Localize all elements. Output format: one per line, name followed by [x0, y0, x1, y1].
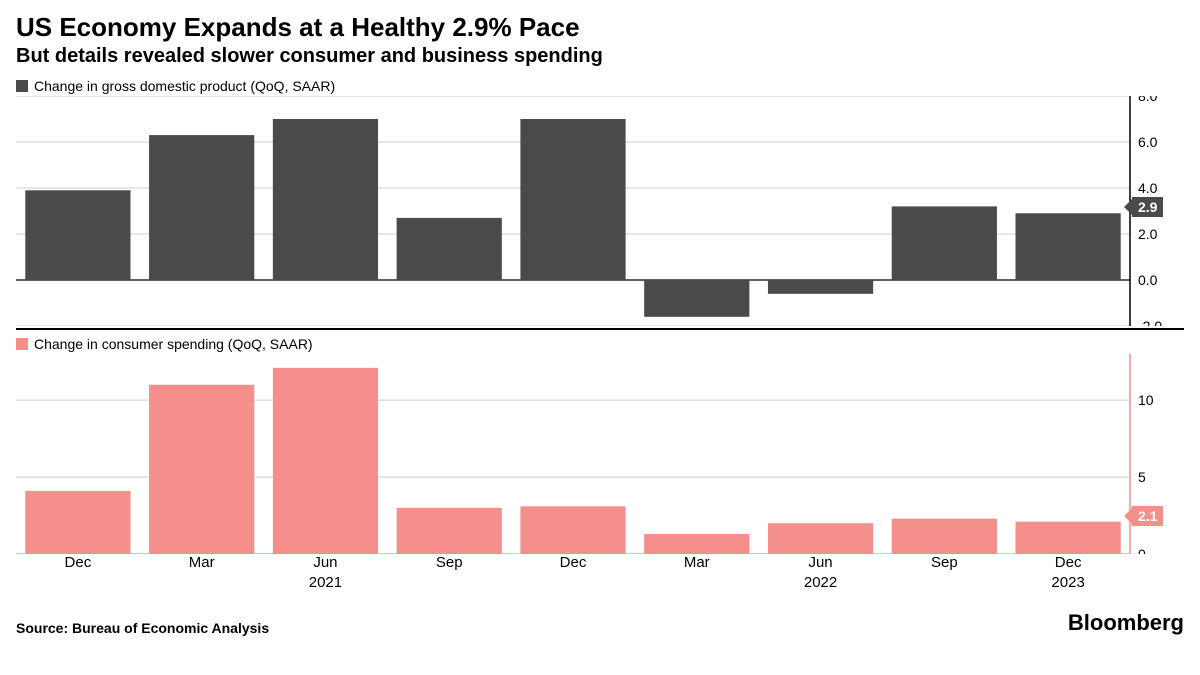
x-tick-label: Mar: [684, 554, 710, 571]
svg-text:6.0: 6.0: [1138, 134, 1158, 150]
x-tick-label: Jun: [808, 554, 832, 571]
chart-subtitle: But details revealed slower consumer and…: [16, 45, 1184, 68]
source-label: Source: Bureau of Economic Analysis: [16, 620, 269, 636]
x-tick-label: Dec: [560, 554, 587, 571]
x-year-label: 2021: [309, 574, 342, 591]
bar: [892, 519, 997, 554]
bar: [644, 280, 749, 317]
legend-swatch: [16, 338, 28, 350]
svg-text:10: 10: [1138, 392, 1154, 408]
bar: [520, 119, 625, 280]
bar: [520, 506, 625, 554]
x-year-label: 2022: [804, 574, 837, 591]
svg-text:-2.0: -2.0: [1138, 318, 1162, 326]
bar: [892, 206, 997, 280]
svg-text:5: 5: [1138, 469, 1146, 485]
chart-svg-consumer: 0 5 10: [16, 354, 1184, 554]
panel-divider: [16, 328, 1184, 330]
x-tick-label: Dec: [65, 554, 92, 571]
bar: [397, 508, 502, 554]
bar: [25, 491, 130, 554]
svg-text:8.0: 8.0: [1138, 96, 1158, 104]
panel-gdp: Change in gross domestic product (QoQ, S…: [16, 78, 1184, 326]
bar: [1016, 213, 1121, 280]
svg-text:0: 0: [1138, 546, 1146, 554]
bar: [273, 368, 378, 554]
bar: [149, 385, 254, 554]
x-year-label: 2023: [1051, 574, 1084, 591]
legend-consumer: Change in consumer spending (QoQ, SAAR): [16, 336, 1184, 352]
legend-swatch: [16, 80, 28, 92]
svg-text:2.0: 2.0: [1138, 226, 1158, 242]
svg-text:4.0: 4.0: [1138, 180, 1158, 196]
bar: [149, 135, 254, 280]
bar: [25, 190, 130, 280]
panel-consumer: Change in consumer spending (QoQ, SAAR) 0…: [16, 336, 1184, 554]
x-axis: Dec Mar Jun Sep Dec Mar Jun Sep Dec 2021 2022 2023: [16, 554, 1184, 598]
panels-host: Change in gross domestic product (QoQ, S…: [16, 78, 1184, 554]
chart-title: US Economy Expands at a Healthy 2.9% Pac…: [16, 12, 1184, 43]
x-tick-label: Sep: [931, 554, 958, 571]
value-callout: 2.1: [1132, 506, 1163, 526]
legend-gdp: Change in gross domestic product (QoQ, S…: [16, 78, 1184, 94]
bar: [768, 523, 873, 554]
bar: [397, 218, 502, 280]
bar: [1016, 522, 1121, 554]
chart-svg-gdp: -2.0 0.0 2.0 4.0 6.0 8.0: [16, 96, 1184, 326]
x-tick-label: Sep: [436, 554, 463, 571]
bar: [273, 119, 378, 280]
bar: [768, 280, 873, 294]
x-tick-label: Jun: [313, 554, 337, 571]
value-callout: 2.9: [1132, 197, 1163, 217]
legend-text: Change in consumer spending (QoQ, SAAR): [34, 336, 313, 352]
x-tick-label: Mar: [189, 554, 215, 571]
bar: [644, 534, 749, 554]
svg-text:0.0: 0.0: [1138, 272, 1158, 288]
legend-text: Change in gross domestic product (QoQ, S…: [34, 78, 335, 94]
x-tick-label: Dec: [1055, 554, 1082, 571]
brand-label: Bloomberg: [1068, 610, 1184, 636]
